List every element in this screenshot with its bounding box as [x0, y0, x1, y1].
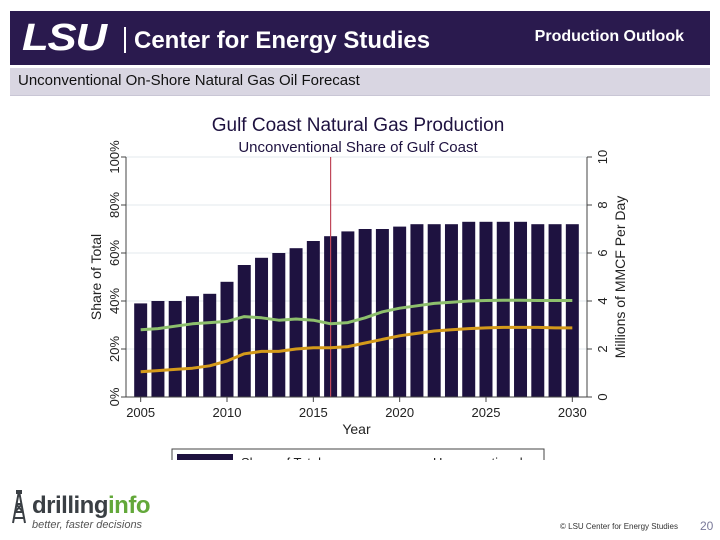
drillinginfo-wordmark: drillinginfo [32, 492, 150, 520]
legend-label-unconventional: Unconventional [433, 455, 523, 460]
logo-divider [124, 27, 126, 53]
lsu-logo: LSU [22, 17, 107, 59]
slide-subtitle: Unconventional On-Shore Natural Gas Oil … [18, 72, 360, 89]
right-axis-title: Millions of MMCF Per Day [612, 196, 628, 359]
bar-share-of-total [237, 265, 251, 397]
brand-part2: info [108, 492, 150, 519]
bar-share-of-total [220, 281, 234, 397]
left-tick-label: 60% [107, 240, 122, 266]
right-tick-label: 10 [595, 150, 610, 164]
x-tick-label: 2015 [299, 405, 328, 420]
line-gulf-coast-total [140, 298, 573, 332]
drillinginfo-tagline: better, faster decisions [32, 519, 143, 531]
line-unconventional [140, 325, 573, 374]
copyright: © LSU Center for Energy Studies [560, 522, 678, 531]
header: LSU Center for Energy Studies Production… [0, 0, 720, 68]
bar-share-of-total [427, 224, 441, 397]
bar-share-of-total [341, 231, 355, 397]
x-tick-label: 2010 [213, 405, 242, 420]
chart-area: Gulf Coast Natural Gas Production Unconve… [0, 100, 720, 497]
right-tick-label: 8 [595, 201, 610, 208]
bar-share-of-total [393, 226, 407, 397]
bar-share-of-total [531, 224, 545, 397]
page-number: 20 [700, 519, 714, 533]
x-tick-label: 2030 [558, 405, 587, 420]
bar-share-of-total [514, 221, 528, 397]
left-tick-label: 0% [107, 387, 122, 406]
derrick-icon [12, 490, 26, 524]
chart-title: Gulf Coast Natural Gas Production [212, 115, 505, 136]
logo-center-text: Center for Energy Studies [134, 27, 431, 54]
bar-share-of-total [496, 221, 510, 397]
bar-share-of-total [479, 221, 493, 397]
right-tick-label: 4 [595, 297, 610, 304]
bar-share-of-total [289, 248, 303, 397]
left-axis-title: Share of Total [88, 234, 104, 320]
chart-svg: Gulf Coast Natural Gas Production Unconve… [88, 115, 628, 497]
legend-swatch-share [177, 454, 233, 471]
right-tick-label: 0 [595, 393, 610, 400]
bar-share-of-total [462, 221, 476, 397]
left-tick-label: 80% [107, 192, 122, 218]
x-tick-label: 2020 [385, 405, 414, 420]
subtitle-band [10, 68, 710, 96]
bar-share-of-total [203, 293, 217, 397]
left-tick-label: 100% [107, 140, 122, 174]
x-axis-title: Year [342, 421, 371, 437]
chart-subtitle: Unconventional Share of Gulf Coast [238, 139, 478, 156]
bar-share-of-total [151, 301, 165, 397]
bar-share-of-total [410, 224, 424, 397]
bar-share-of-total [358, 229, 372, 397]
header-band [10, 11, 710, 65]
legend-label-share: Share of Total [241, 455, 321, 460]
bar-share-of-total [444, 224, 458, 397]
section-title: Production Outlook [534, 28, 684, 45]
plot-background [126, 157, 587, 397]
drillinginfo-logo [8, 488, 168, 536]
bar-share-of-total [168, 301, 182, 397]
bar-share-of-total [272, 253, 286, 397]
left-tick-label: 40% [107, 288, 122, 314]
brand-part1: drilling [32, 492, 109, 519]
left-tick-label: 20% [107, 336, 122, 362]
x-tick-label: 2025 [472, 405, 501, 420]
bar-share-of-total [565, 224, 579, 397]
bar-share-of-total [185, 296, 199, 397]
bar-share-of-total [548, 224, 562, 397]
bar-share-of-total [134, 303, 148, 397]
right-tick-label: 6 [595, 249, 610, 256]
right-tick-label: 2 [595, 345, 610, 352]
bar-share-of-total [255, 257, 269, 397]
x-tick-label: 2005 [126, 405, 155, 420]
